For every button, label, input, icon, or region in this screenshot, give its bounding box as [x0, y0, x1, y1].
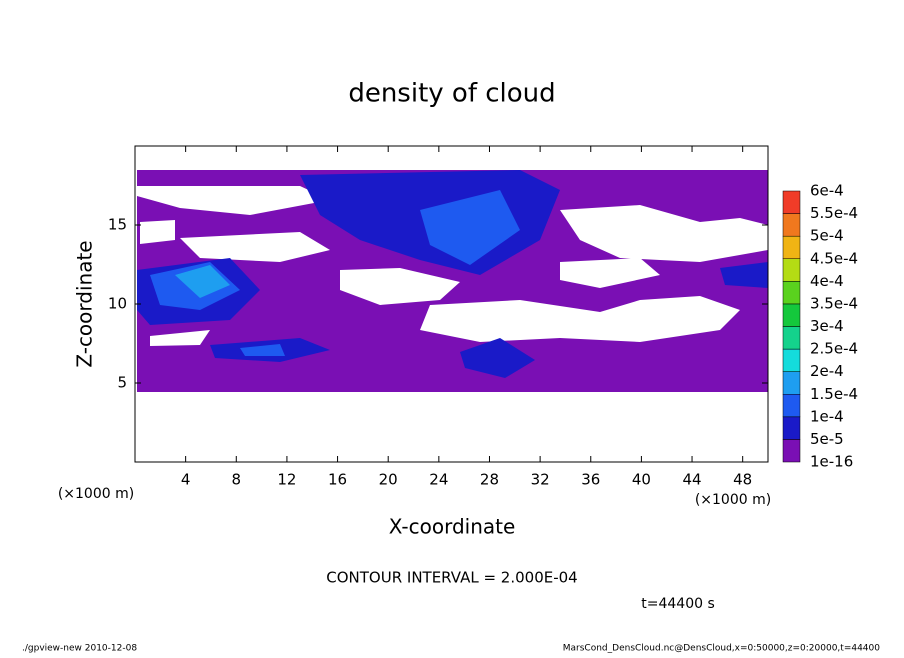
time-label: t=44400 s — [641, 596, 715, 612]
x-tick-label: 32 — [531, 471, 550, 489]
colorbar-box — [782, 371, 801, 395]
colorbar-box — [782, 190, 801, 214]
clear-region — [137, 186, 330, 215]
y-axis-label: Z-coordinate — [73, 240, 97, 367]
contour-field — [137, 170, 768, 392]
colorbar-box — [782, 348, 801, 372]
y-tick-label: 10 — [108, 295, 127, 313]
colorbar-label: 6e-4 — [810, 182, 844, 200]
x-tick-label: 24 — [429, 471, 448, 489]
clear-region — [180, 232, 330, 262]
x-tick-label: 28 — [480, 471, 499, 489]
x-tick-label: 48 — [733, 471, 752, 489]
clear-region — [560, 205, 768, 262]
colorbar-box — [782, 235, 801, 260]
colorbar-label: 3e-4 — [810, 317, 844, 335]
clear-region — [150, 330, 210, 346]
x-tick-label: 44 — [682, 471, 701, 489]
chart-title: density of cloud — [348, 79, 555, 109]
x-tick-label: 36 — [581, 471, 600, 489]
x-unit-label: (×1000 m) — [695, 492, 771, 508]
colorbar-box — [782, 439, 801, 463]
footer-left: ./gpview-new 2010-12-08 — [22, 644, 137, 654]
clear-region — [340, 268, 460, 305]
colorbar-label: 5.5e-4 — [810, 204, 858, 222]
y-tick-label: 5 — [117, 374, 127, 392]
y-tick-label: 15 — [108, 216, 127, 234]
cloud-region — [175, 265, 230, 298]
x-tick-label: 12 — [277, 471, 296, 489]
colorbar-label: 1e-16 — [810, 453, 853, 471]
x-tick-label: 4 — [181, 471, 191, 489]
clear-region — [560, 258, 660, 288]
footer-right: MarsCond_DensCloud.nc@DensCloud,x=0:5000… — [563, 644, 880, 654]
contour-interval: CONTOUR INTERVAL = 2.000E-04 — [326, 569, 577, 587]
colorbar-label: 5e-4 — [810, 227, 844, 245]
colorbar-box — [782, 416, 801, 440]
clear-region — [420, 296, 740, 342]
clear-region — [140, 220, 175, 244]
cloud-region — [420, 190, 520, 265]
x-tick-label: 8 — [232, 471, 242, 489]
x-tick-label: 40 — [632, 471, 651, 489]
colorbar-label: 4e-4 — [810, 272, 844, 290]
colorbar-box — [782, 326, 801, 350]
colorbar-label: 3.5e-4 — [810, 294, 858, 312]
cloud-region — [460, 338, 535, 378]
cloud-region — [720, 262, 768, 288]
colorbar-box — [782, 394, 801, 418]
colorbar-label: 2e-4 — [810, 362, 844, 380]
colorbar-label: 1.5e-4 — [810, 385, 858, 403]
colorbar-box — [782, 258, 801, 282]
colorbar-box — [782, 213, 801, 237]
colorbar-label: 4.5e-4 — [810, 249, 858, 267]
colorbar-label: 1e-4 — [810, 407, 844, 425]
x-unit-label: (×1000 m) — [58, 486, 134, 502]
colorbar-box — [782, 281, 801, 305]
x-axis-label: X-coordinate — [389, 515, 516, 539]
colorbar-label: 2.5e-4 — [810, 340, 858, 358]
cloud-region — [240, 344, 285, 356]
colorbar-box — [782, 303, 801, 327]
x-tick-label: 20 — [379, 471, 398, 489]
colorbar-label: 5e-5 — [810, 430, 844, 448]
x-tick-label: 16 — [328, 471, 347, 489]
